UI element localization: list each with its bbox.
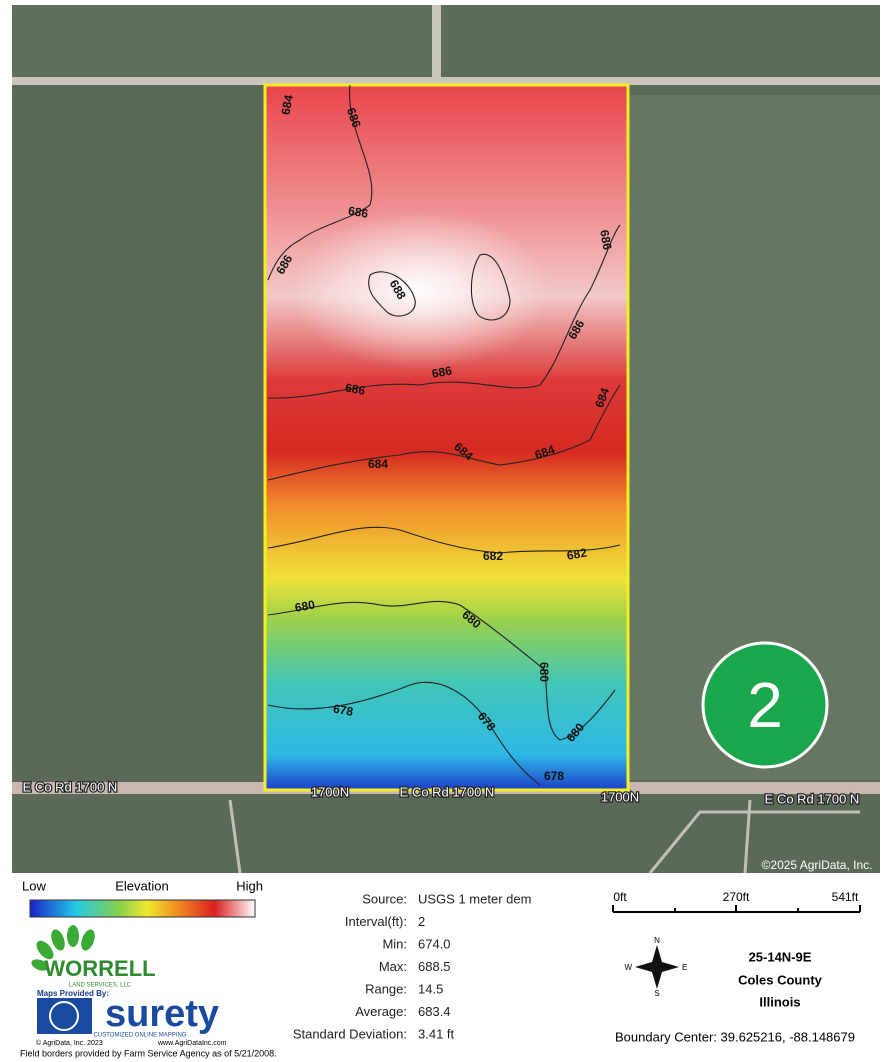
- fsa-note: Field borders provided by Farm Service A…: [20, 1048, 277, 1058]
- surety-sub: CUSTOMIZED ONLINE MAPPING: [94, 1033, 187, 1039]
- contour-label: 678: [544, 769, 564, 783]
- agridata: © AgriData, Inc. 2023: [36, 1039, 103, 1047]
- compass: N S E W: [624, 936, 687, 998]
- contour-label: 686: [344, 381, 366, 398]
- badge: [701, 641, 829, 769]
- stat-label: Max:: [379, 959, 407, 974]
- stat-value: 2: [418, 914, 425, 929]
- legend-high: High: [236, 878, 263, 893]
- provided: Maps Provided By:: [37, 989, 109, 998]
- road-label: E Co Rd 1700 N: [23, 779, 118, 794]
- worrell: WORRELL: [44, 956, 155, 981]
- stat-value: 3.41 ft: [418, 1026, 455, 1041]
- contour-label: 682: [566, 545, 588, 562]
- road-label: E Co Rd 1700 N: [400, 784, 495, 799]
- compass-w: W: [624, 963, 632, 972]
- contour-label: 686: [347, 204, 369, 221]
- contour-label: 682: [483, 549, 503, 563]
- worrell-logo: WORRELL LAND SERVICES, LLC Maps Provided…: [20, 925, 277, 1058]
- contour-label: 678: [332, 702, 354, 719]
- contour-label: 686: [431, 363, 453, 380]
- scale-label: 0ft: [613, 890, 627, 904]
- legend-low: Low: [22, 878, 46, 893]
- contour-label: 684: [533, 442, 557, 462]
- compass-s: S: [654, 989, 659, 998]
- road: [432, 5, 441, 85]
- stat-label: Min:: [382, 936, 407, 951]
- section: 25-14N-9E: [749, 949, 812, 964]
- contour-label: 686: [597, 229, 614, 251]
- contour-label: 680: [294, 597, 316, 614]
- badge-text: 2: [747, 669, 783, 741]
- road-label: 1700N: [311, 784, 349, 799]
- legend-title: Elevation: [115, 878, 168, 893]
- url: www.AgriDataInc.com: [157, 1040, 227, 1047]
- county: Coles County: [738, 972, 823, 987]
- stat-value: 674.0: [418, 936, 451, 951]
- contour-label: 684: [279, 93, 296, 115]
- stat-label: Average:: [355, 1004, 407, 1019]
- copyright: ©2025 AgriData, Inc.: [762, 858, 873, 872]
- stat-label: Range:: [365, 981, 407, 996]
- stat-value: 14.5: [418, 981, 443, 996]
- contour-label: 684: [368, 457, 388, 471]
- contour-label: 684: [592, 386, 612, 410]
- contour-label: 680: [537, 662, 551, 682]
- scale-label: 270ft: [723, 890, 750, 904]
- road: [12, 77, 880, 85]
- state: Illinois: [759, 994, 800, 1009]
- stat-value: 688.5: [418, 959, 451, 974]
- stat-label: Source:: [362, 891, 407, 906]
- boundary-center: Boundary Center: 39.625216, -88.148679: [615, 1029, 855, 1044]
- stat-label: Interval(ft):: [345, 914, 407, 929]
- contour-label: 686: [344, 106, 364, 130]
- road-label: 1700N: [601, 789, 639, 804]
- contours: [267, 84, 621, 786]
- stat-value: USGS 1 meter dem: [418, 891, 531, 906]
- compass-n: N: [654, 936, 660, 945]
- stat-value: 683.4: [418, 1004, 451, 1019]
- map: [12, 5, 880, 874]
- road-label: E Co Rd 1700 N: [765, 791, 860, 806]
- scale-label: 541ft: [832, 890, 859, 904]
- worrell-sub: LAND SERVICES, LLC: [69, 983, 132, 989]
- scale-bar: 0ft 270ft 541ft: [612, 890, 861, 913]
- field-boundary: [263, 83, 630, 792]
- compass-e: E: [682, 963, 687, 972]
- surety: surety: [105, 993, 219, 1035]
- legend-bar: [29, 899, 256, 918]
- stat-label: Standard Deviation:: [293, 1026, 407, 1041]
- legend: Low Elevation High: [22, 878, 263, 918]
